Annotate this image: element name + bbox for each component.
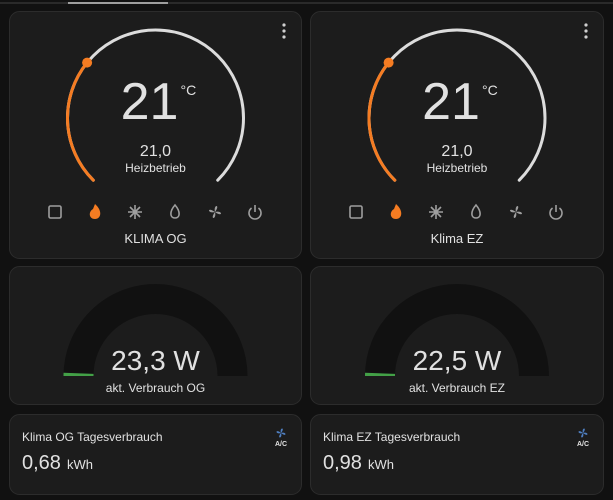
setpoint-arc <box>367 61 397 182</box>
entity-icon-fan <box>276 428 286 438</box>
entity-icon-fan <box>578 428 588 438</box>
gauge-label: akt. Verbrauch OG <box>106 381 205 395</box>
menu-dot[interactable] <box>282 29 286 33</box>
mode-cool[interactable] <box>429 205 443 219</box>
mode-auto[interactable] <box>48 205 62 219</box>
entity-unit: kWh <box>67 457 93 472</box>
entity-card[interactable] <box>310 414 604 495</box>
menu-dot[interactable] <box>584 29 588 33</box>
menu-dot[interactable] <box>584 35 588 39</box>
entity-unit: kWh <box>368 457 394 472</box>
setpoint-handle[interactable] <box>82 57 93 68</box>
mode-heat[interactable] <box>390 204 402 219</box>
mode-fan[interactable] <box>510 206 522 218</box>
entity-name: Klima EZ Tagesverbrauch <box>323 430 460 444</box>
mode-dry[interactable] <box>471 203 481 219</box>
entity-icon-label: A/C <box>577 441 589 448</box>
mode-heat[interactable] <box>89 204 101 219</box>
mode-off[interactable] <box>549 205 563 220</box>
thermostat-name: KLIMA OG <box>124 231 186 246</box>
gauge-track <box>365 284 549 377</box>
current-temperature: 21,0 <box>441 143 472 160</box>
entity-card[interactable] <box>9 414 302 495</box>
mode-cool[interactable] <box>128 205 142 219</box>
gauge-value: 22,5 W <box>413 345 502 376</box>
hvac-mode: Heizbetrieb <box>427 161 488 175</box>
setpoint-arc <box>66 61 95 182</box>
entity-value: 0,98 <box>323 452 362 474</box>
setpoint-handle[interactable] <box>383 57 394 68</box>
target-temperature: 21 <box>121 73 179 131</box>
menu-dot[interactable] <box>584 23 588 27</box>
mode-off[interactable] <box>248 205 262 220</box>
thermostat-name: Klima EZ <box>431 231 484 246</box>
hvac-mode: Heizbetrieb <box>125 161 186 175</box>
gauge-track <box>63 284 248 377</box>
current-temperature: 21,0 <box>140 143 171 160</box>
mode-dry[interactable] <box>170 203 180 219</box>
mode-auto[interactable] <box>349 205 363 219</box>
entity-icon-label: A/C <box>275 441 287 448</box>
mode-fan[interactable] <box>209 206 221 218</box>
temperature-unit: °C <box>181 82 197 98</box>
menu-dot[interactable] <box>282 35 286 39</box>
temperature-unit: °C <box>482 82 498 98</box>
thermostat-card <box>9 11 302 259</box>
target-temperature: 21 <box>422 73 480 131</box>
gauge-label: akt. Verbrauch EZ <box>409 381 505 395</box>
gauge-value: 23,3 W <box>111 345 200 376</box>
entity-name: Klima OG Tagesverbrauch <box>22 430 163 444</box>
menu-dot[interactable] <box>282 23 286 27</box>
entity-value: 0,68 <box>22 452 61 474</box>
thermostat-card <box>310 11 604 259</box>
